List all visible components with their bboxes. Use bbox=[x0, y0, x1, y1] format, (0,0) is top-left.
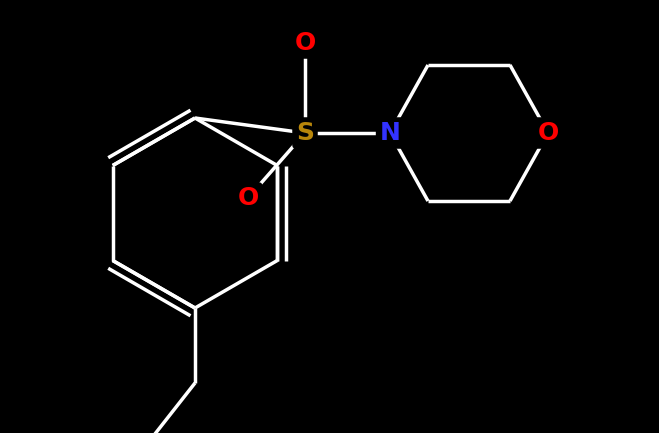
Text: O: O bbox=[537, 121, 559, 145]
Text: O: O bbox=[237, 186, 258, 210]
Text: O: O bbox=[295, 31, 316, 55]
Text: S: S bbox=[296, 121, 314, 145]
Text: N: N bbox=[380, 121, 401, 145]
